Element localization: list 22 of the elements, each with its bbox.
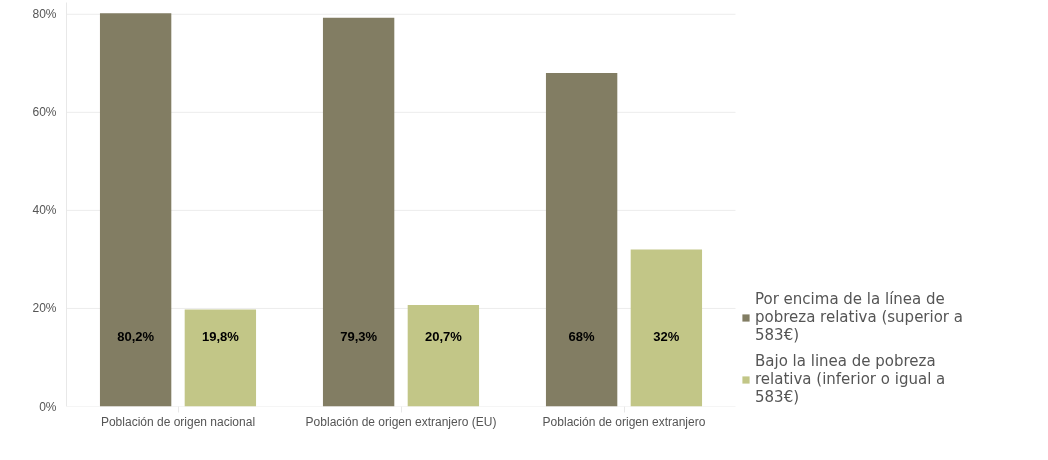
data-label: 20,7%: [424, 329, 463, 344]
y-tick-label: 0%: [39, 399, 57, 414]
legend-label: Por encima de la línea de pobreza relativa (superior a 583€): [755, 290, 963, 344]
data-label: 32%: [653, 329, 680, 344]
bar: [322, 17, 395, 407]
bar: [545, 73, 618, 407]
bar: [407, 305, 480, 407]
y-tick-label: 20%: [32, 301, 57, 316]
y-tick-label: 80%: [32, 7, 57, 22]
bar: [184, 309, 257, 407]
bar: [99, 13, 172, 407]
data-label: 80,2%: [117, 329, 155, 344]
data-label: 19,8%: [201, 329, 240, 344]
y-tick-label: 60%: [32, 105, 57, 120]
x-tick-label: Población de origen nacional: [100, 414, 256, 429]
legend-label: Bajo la linea de pobreza relativa (inferior o igual a 583€): [755, 352, 946, 406]
bar: [630, 249, 703, 407]
data-label: 68%: [568, 329, 596, 344]
x-tick-label: Población de origen extranjero: [542, 414, 706, 429]
x-tick-label: Población de origen extranjero (EU): [305, 414, 497, 429]
data-label: 79,3%: [340, 329, 378, 344]
y-tick-label: 40%: [32, 203, 57, 218]
